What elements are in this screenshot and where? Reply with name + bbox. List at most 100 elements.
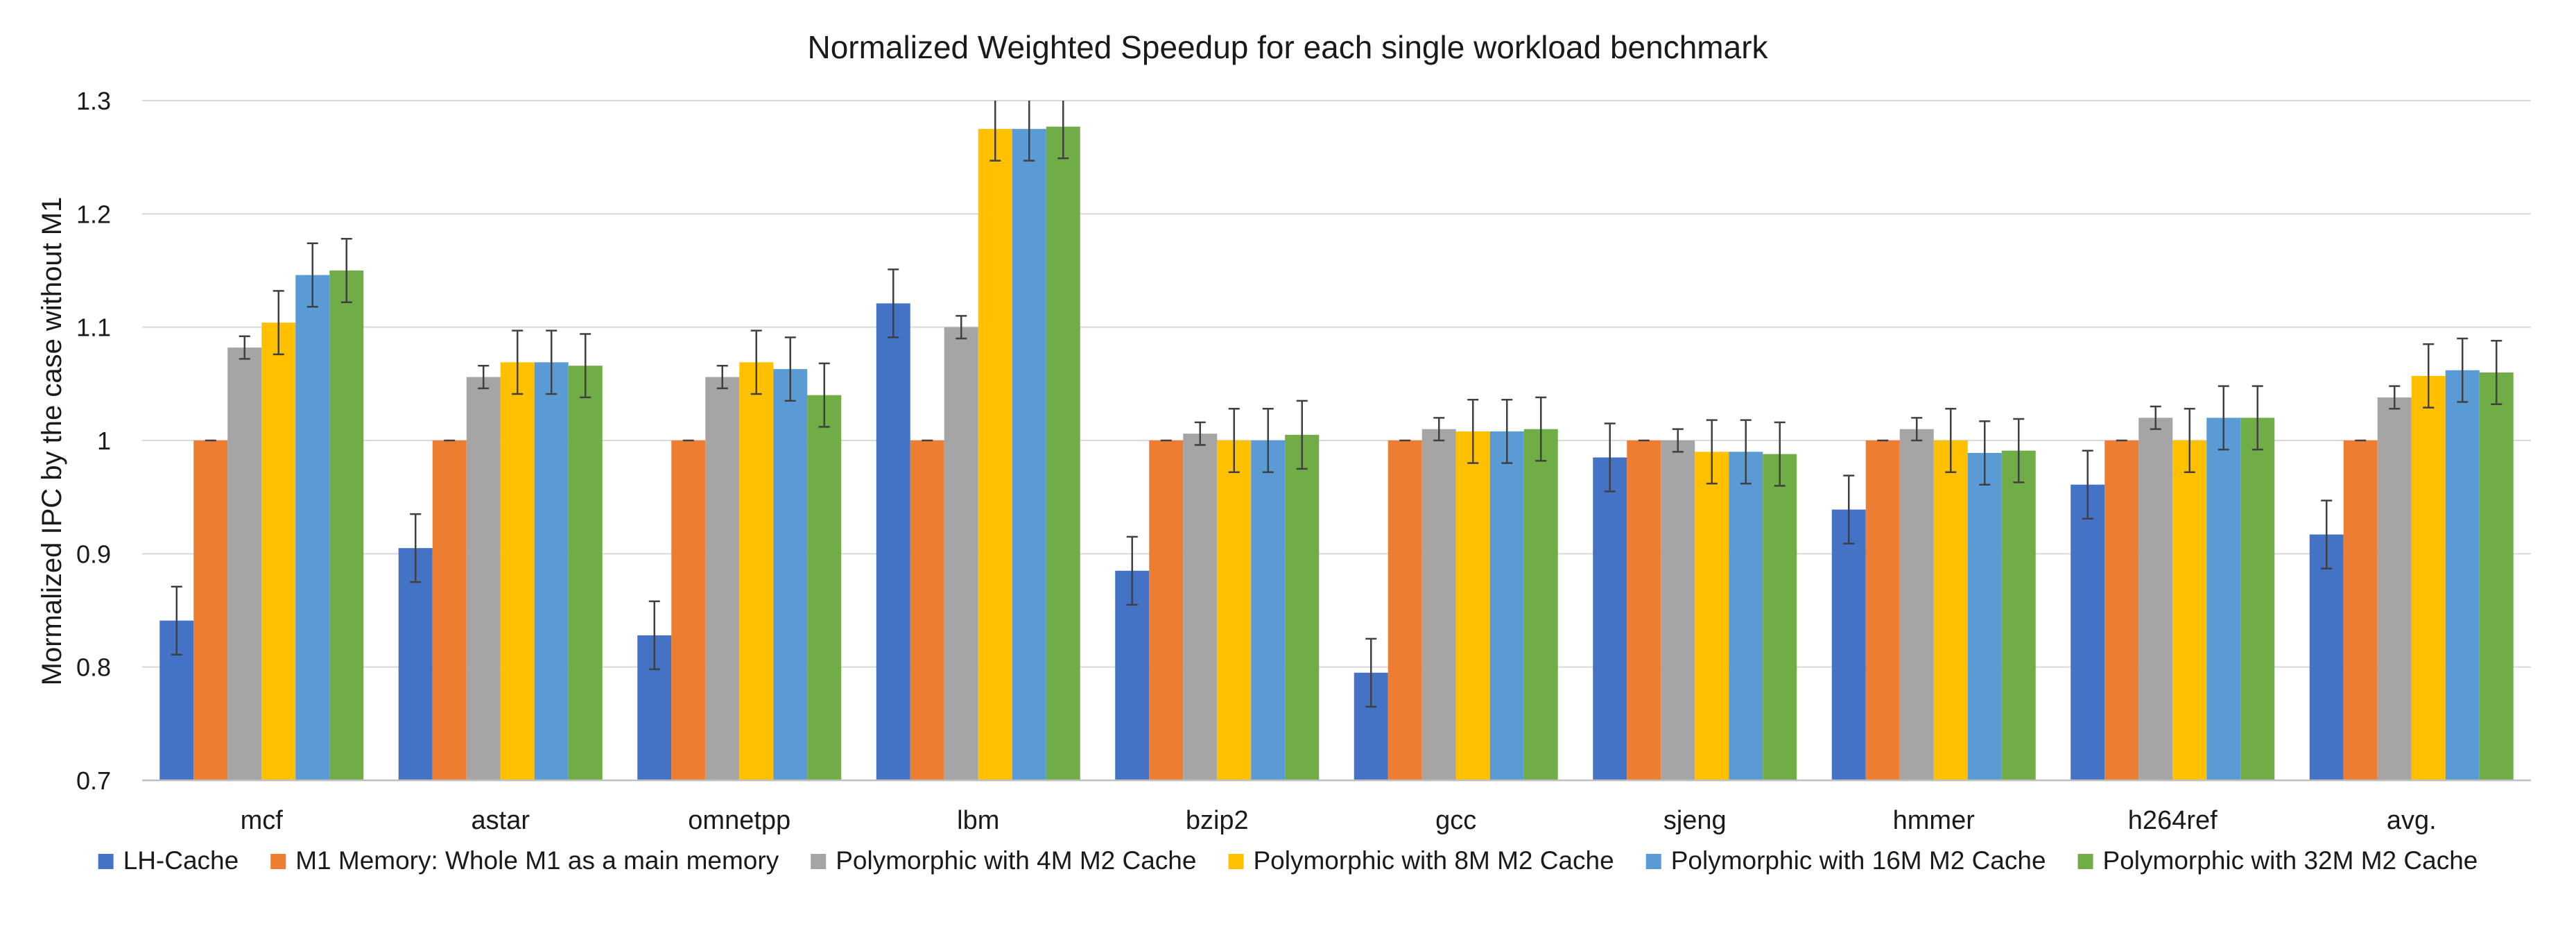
bar <box>1421 429 1456 780</box>
bar <box>2343 440 2378 780</box>
bar <box>1183 434 1218 780</box>
bar <box>2309 534 2344 780</box>
y-tick-label: 0.7 <box>76 766 111 795</box>
chart-title: Normalized Weighted Speedup for each sin… <box>807 29 1768 65</box>
bar <box>1523 429 1558 780</box>
y-axis-ticks: 0.7 0.8 0.9 1 1.1 1.2 1.3 <box>76 87 111 795</box>
bar <box>978 128 1012 781</box>
x-tick-label: h264ref <box>2128 806 2218 835</box>
bar <box>1455 431 1490 780</box>
bar <box>1285 434 1320 780</box>
bar <box>2172 440 2207 780</box>
legend-label: Polymorphic with 16M M2 Cache <box>1671 846 2046 875</box>
y-tick-label: 1.3 <box>76 87 111 115</box>
y-tick-label: 1.1 <box>76 314 111 342</box>
x-tick-label: avg. <box>2387 806 2437 835</box>
legend-swatch <box>98 854 114 869</box>
legend-label: M1 Memory: Whole M1 as a main memory <box>295 846 779 875</box>
bar <box>1695 452 1729 780</box>
legend-swatch <box>1228 854 1244 869</box>
y-tick-label: 0.9 <box>76 540 111 568</box>
x-tick-label: sjeng <box>1663 806 1727 835</box>
legend-item: Polymorphic with 16M M2 Cache <box>1645 846 2046 875</box>
legend: LH-Cache M1 Memory: Whole M1 as a main me… <box>98 846 2478 875</box>
bar <box>807 395 842 780</box>
x-tick-label: hmmer <box>1893 806 1976 835</box>
x-tick-label: lbm <box>957 806 999 835</box>
bar <box>1115 570 1150 780</box>
bar <box>193 440 228 780</box>
bar <box>1661 440 1695 780</box>
bar <box>1251 440 1286 780</box>
y-axis-label: Mormalized IPC by the case without M1 <box>37 197 67 686</box>
bar <box>568 366 603 780</box>
bar <box>1933 440 1968 780</box>
y-tick-label: 1.2 <box>76 200 111 228</box>
bar <box>500 362 535 780</box>
legend-swatch <box>270 854 286 869</box>
bar <box>1729 452 1763 780</box>
x-axis: mcf astar omnetpp lbm bzip2 gcc sjeng hmmer h264… <box>142 779 2531 835</box>
bar <box>2445 370 2480 780</box>
bar <box>295 275 330 780</box>
bar <box>2138 418 2173 780</box>
legend-item: M1 Memory: Whole M1 as a main memory <box>270 846 779 875</box>
bar <box>773 369 808 780</box>
bar <box>876 303 910 780</box>
legend-item: LH-Cache <box>98 846 239 875</box>
bar <box>466 377 501 780</box>
bar <box>1967 452 2002 780</box>
bar <box>2071 484 2105 780</box>
legend-label: Polymorphic with 32M M2 Cache <box>2103 846 2478 875</box>
bars <box>159 126 2514 781</box>
bar <box>910 440 944 780</box>
bar <box>2104 440 2139 780</box>
bar <box>739 362 774 780</box>
error-bars <box>171 101 2502 708</box>
legend-label: Polymorphic with 4M M2 Cache <box>836 846 1196 875</box>
bar <box>2377 397 2412 780</box>
bar <box>1489 431 1524 780</box>
bar <box>261 323 296 781</box>
bar <box>1763 454 1797 780</box>
bar <box>398 548 433 780</box>
legend-item: Polymorphic with 4M M2 Cache <box>811 846 1196 875</box>
x-tick-label: bzip2 <box>1186 806 1249 835</box>
bar <box>2240 418 2275 780</box>
y-tick-label: 1 <box>97 427 111 455</box>
y-tick-label: 0.8 <box>76 653 111 682</box>
bar <box>671 440 706 780</box>
legend-swatch <box>811 854 827 869</box>
bar <box>1217 440 1252 780</box>
x-tick-label: omnetpp <box>688 806 790 835</box>
bar <box>1865 440 1900 780</box>
bar <box>2411 375 2446 780</box>
bar <box>1627 440 1661 780</box>
bar <box>1046 126 1080 781</box>
legend-label: Polymorphic with 8M M2 Cache <box>1253 846 1614 875</box>
bar <box>2479 372 2514 780</box>
x-tick-label: gcc <box>1435 806 1476 835</box>
bar <box>1899 429 1934 780</box>
bar <box>1593 457 1627 780</box>
bar <box>2206 418 2241 780</box>
bar <box>944 327 978 781</box>
legend-item: Polymorphic with 32M M2 Cache <box>2077 846 2478 875</box>
bar <box>1831 509 1866 780</box>
bar <box>1012 128 1046 781</box>
bar <box>432 440 467 780</box>
bar <box>534 362 569 780</box>
legend-swatch <box>1645 854 1661 869</box>
x-tick-label: mcf <box>241 806 284 835</box>
bar <box>705 377 740 780</box>
bar <box>1149 440 1184 780</box>
bar <box>1388 440 1422 780</box>
legend-item: Polymorphic with 8M M2 Cache <box>1228 846 1614 875</box>
legend-swatch <box>2077 854 2093 869</box>
bar <box>227 348 262 781</box>
x-tick-label: astar <box>472 806 530 835</box>
bar <box>329 271 364 780</box>
legend-label: LH-Cache <box>123 846 239 875</box>
bar <box>2001 450 2036 780</box>
